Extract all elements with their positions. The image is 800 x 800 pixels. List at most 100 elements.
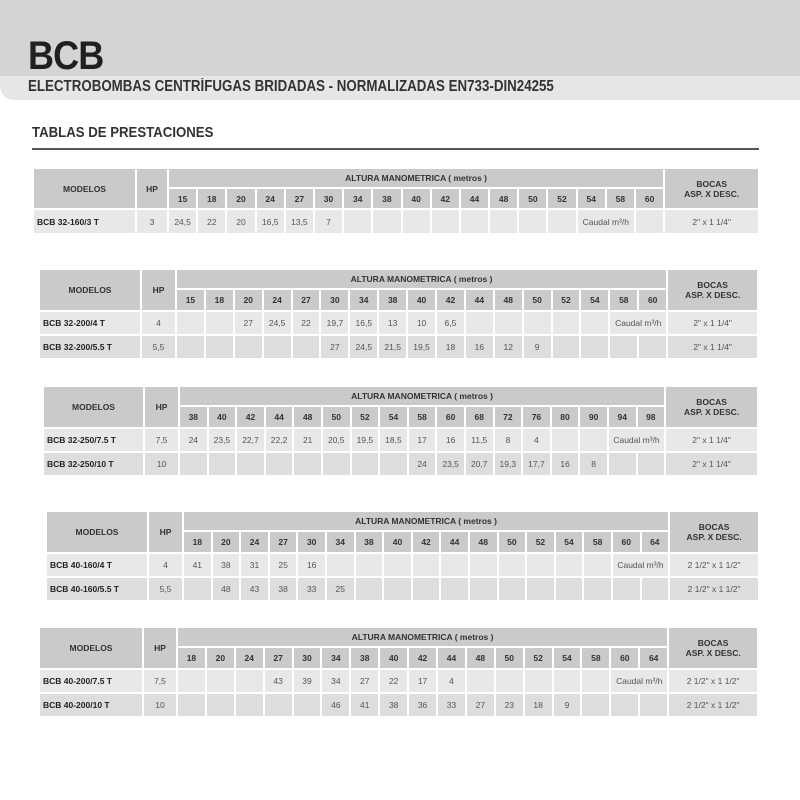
bocas-header: BOCAS ASP. X DESC. <box>666 268 760 312</box>
flow-value: 18,5 <box>378 427 409 453</box>
altura-header: ALTURA MANOMETRICA ( metros ) <box>174 268 669 290</box>
flow-value <box>261 334 293 360</box>
flow-value: 24,5 <box>261 310 293 336</box>
flow-value <box>410 552 442 578</box>
height-column-header: 58 <box>608 288 640 312</box>
bocas-sublabel: ASP. X DESC. <box>684 188 740 199</box>
bocas-value: 2" x 1 1/4" <box>663 208 761 235</box>
height-column-header: 38 <box>349 646 381 670</box>
flow-value: 27 <box>319 334 351 360</box>
height-column-header: 15 <box>166 187 199 210</box>
flow-value <box>178 451 209 477</box>
flow-value <box>353 552 385 578</box>
flow-value: 19,5 <box>406 334 438 360</box>
height-column-header: 58 <box>582 530 613 554</box>
flow-value: 46 <box>320 692 352 718</box>
flow-value: 48 <box>210 576 242 602</box>
bocas-value: 2 1/2" x 1 1/2" <box>667 668 760 694</box>
flow-value <box>290 334 322 360</box>
model-name: BCB 40-160/5.5 T <box>45 576 149 602</box>
flow-value: 38 <box>378 692 410 718</box>
height-column-header: 30 <box>296 530 327 554</box>
flow-value: 23,5 <box>206 427 238 453</box>
bocas-header: BOCAS ASP. X DESC. <box>668 510 761 554</box>
section-divider <box>32 148 759 150</box>
flow-value: 22,7 <box>235 427 266 453</box>
model-name: BCB 32-250/10 T <box>42 451 145 477</box>
height-column-header: 76 <box>521 405 552 429</box>
height-column-header: 34 <box>320 646 352 670</box>
flow-value <box>382 552 413 578</box>
height-column-header: 68 <box>463 405 495 429</box>
flow-value <box>493 668 525 694</box>
flow-value <box>232 334 264 360</box>
flow-value <box>553 576 585 602</box>
height-column-header: 50 <box>521 288 553 312</box>
height-column-header: 40 <box>206 405 238 429</box>
flow-value <box>429 208 461 235</box>
bocas-value: 2" x 1 1/4" <box>664 451 760 477</box>
flow-value: 43 <box>262 668 294 694</box>
hp-header: HP <box>140 268 177 312</box>
flow-value: 13,5 <box>283 208 315 235</box>
bocas-value: 2" x 1 1/4" <box>666 310 760 336</box>
height-column-header: 54 <box>378 405 409 429</box>
height-column-header: 44 <box>463 288 495 312</box>
height-column-header: 38 <box>353 530 385 554</box>
height-column-header: 50 <box>320 405 352 429</box>
height-column-header: 40 <box>400 187 432 210</box>
height-column-header: 42 <box>429 187 461 210</box>
bocas-sublabel: ASP. X DESC. <box>686 532 742 542</box>
height-column-header: 54 <box>579 288 611 312</box>
height-column-header: 64 <box>639 530 671 554</box>
flow-value <box>580 692 612 718</box>
height-column-header: 42 <box>235 405 266 429</box>
table-row: BCB 40-160/5.5 T 5,5 48 43 38 33 25 2 1/2" x 1 … <box>45 576 761 602</box>
height-column-header: 40 <box>406 288 438 312</box>
height-column-header: 52 <box>522 646 554 670</box>
flow-value <box>292 451 323 477</box>
hp-value: 10 <box>143 451 180 477</box>
flow-value <box>488 208 520 235</box>
flow-value: 25 <box>267 552 299 578</box>
flow-value <box>320 451 352 477</box>
flow-value: 43 <box>239 576 270 602</box>
flow-value <box>176 692 207 718</box>
performance-table: MODELOS HP ALTURA MANOMETRICA ( metros ) BO… <box>45 510 761 602</box>
flow-value <box>550 310 582 336</box>
model-name: BCB 40-160/4 T <box>45 552 149 578</box>
modelos-header: MODELOS <box>38 626 144 670</box>
flow-value <box>203 310 235 336</box>
flow-value <box>410 576 442 602</box>
flow-value <box>492 310 524 336</box>
flow-value: 9 <box>521 334 553 360</box>
flow-value: 22 <box>378 668 410 694</box>
flow-value <box>579 310 611 336</box>
flow-value <box>467 576 499 602</box>
flow-value <box>439 552 470 578</box>
performance-table: MODELOS HP ALTURA MANOMETRICA ( metros ) BO… <box>38 626 760 718</box>
flow-value: 27 <box>232 310 264 336</box>
flow-value <box>578 427 609 453</box>
flow-value <box>517 208 549 235</box>
hp-value: 7,5 <box>142 668 178 694</box>
flow-value: 7 <box>312 208 345 235</box>
flow-value <box>175 334 206 360</box>
flow-value <box>324 552 356 578</box>
flow-value: 21,5 <box>377 334 409 360</box>
flow-value <box>609 692 641 718</box>
height-column-header: 94 <box>606 405 638 429</box>
height-column-header: 48 <box>292 405 323 429</box>
flow-value: 33 <box>296 576 327 602</box>
flow-value: 16,5 <box>348 310 380 336</box>
flow-value <box>580 668 612 694</box>
flow-value: 23 <box>493 692 525 718</box>
model-name: BCB 32-200/5.5 T <box>38 334 142 360</box>
height-column-header: 20 <box>204 646 236 670</box>
flow-value: 39 <box>291 668 323 694</box>
flow-value <box>637 334 669 360</box>
height-column-header: 20 <box>225 187 257 210</box>
flow-value: 41 <box>182 552 213 578</box>
flow-value: 6,5 <box>435 310 466 336</box>
flow-value <box>550 334 582 360</box>
